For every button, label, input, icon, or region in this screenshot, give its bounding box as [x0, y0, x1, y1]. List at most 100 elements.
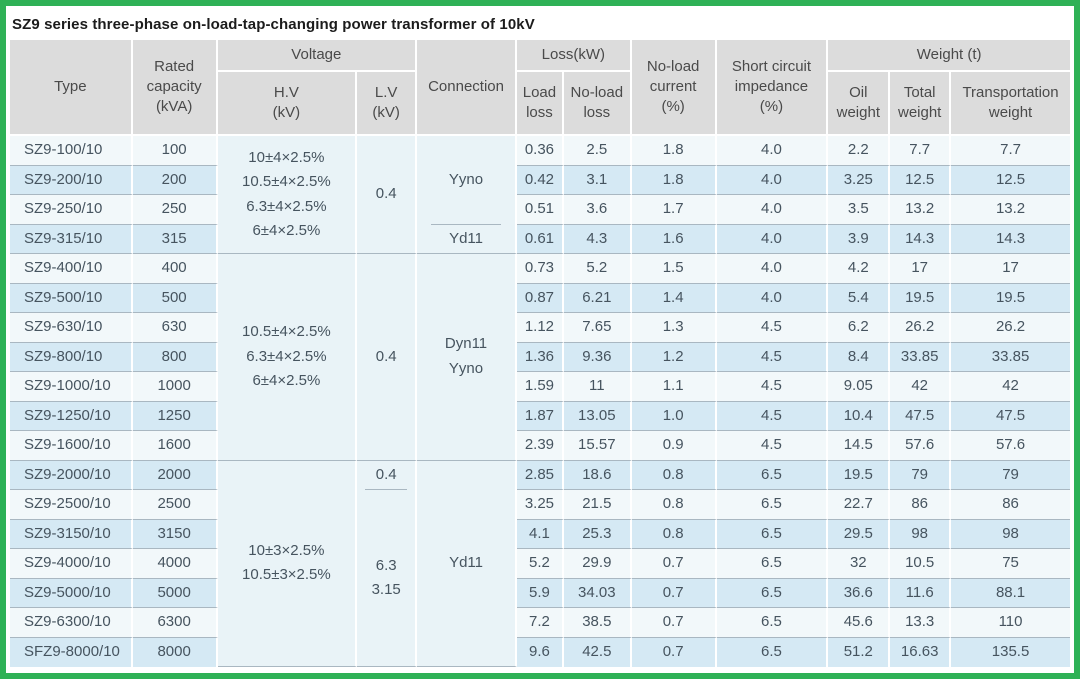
oil-weight-cell: 6.2: [828, 313, 891, 343]
no-load-current-cell: 0.9: [631, 431, 717, 461]
short-circuit-impedance-cell: 4.0: [716, 254, 829, 284]
short-circuit-impedance-cell: 4.5: [716, 431, 829, 461]
oil-weight-cell: 14.5: [828, 431, 891, 461]
rated-capacity-cell: 2000: [132, 460, 218, 490]
table-row: SZ9-1000/10 1000 1.59 11 1.1 4.5 9.05 42 42: [10, 372, 1070, 402]
load-loss-cell: 7.2: [516, 608, 564, 638]
load-loss-cell: 2.39: [516, 431, 564, 461]
rated-capacity-cell: 200: [132, 165, 218, 195]
transportation-weight-cell: 110: [951, 608, 1070, 638]
total-weight-cell: 17: [890, 254, 952, 284]
oil-weight-cell: 36.6: [828, 578, 891, 608]
rated-capacity-cell: 1600: [132, 431, 218, 461]
transportation-weight-cell: 26.2: [951, 313, 1070, 343]
no-load-loss-cell: 5.2: [563, 254, 632, 284]
total-weight-cell: 19.5: [890, 283, 952, 313]
no-load-current-cell: 1.8: [631, 136, 717, 166]
no-load-loss-cell: 2.5: [563, 136, 632, 166]
transportation-weight-cell: 57.6: [951, 431, 1070, 461]
short-circuit-impedance-cell: 6.5: [716, 490, 829, 520]
no-load-loss-cell: 3.1: [563, 165, 632, 195]
no-load-current-cell: 1.0: [631, 401, 717, 431]
lv-merged-cell: 0.4: [357, 460, 418, 490]
no-load-loss-cell: 29.9: [563, 549, 632, 579]
total-weight-cell: 16.63: [890, 637, 952, 667]
type-cell: SZ9-100/10: [10, 136, 133, 166]
load-loss-cell: 3.25: [516, 490, 564, 520]
total-weight-cell: 10.5: [890, 549, 952, 579]
transportation-weight-cell: 75: [951, 549, 1070, 579]
col-header-type: Type: [10, 40, 133, 136]
header-group-row: Type Rated capacity (kVA) Voltage Connec…: [10, 40, 1070, 136]
load-loss-cell: 9.6: [516, 637, 564, 667]
no-load-loss-cell: 34.03: [563, 578, 632, 608]
table-row: SFZ9-8000/10 8000 9.6 42.5 0.7 6.5 51.2 16.63 13…: [10, 637, 1070, 667]
lv-merged-cell: 6.3 3.15: [357, 490, 418, 667]
connection-merged-cell: Yyno: [417, 136, 517, 225]
oil-weight-cell: 3.5: [828, 195, 891, 225]
no-load-current-cell: 1.4: [631, 283, 717, 313]
short-circuit-impedance-cell: 4.0: [716, 283, 829, 313]
no-load-current-cell: 0.7: [631, 608, 717, 638]
oil-weight-cell: 2.2: [828, 136, 891, 166]
col-header-hv: H.V (kV): [217, 72, 358, 136]
rated-capacity-cell: 1000: [132, 372, 218, 402]
oil-weight-cell: 3.25: [828, 165, 891, 195]
short-circuit-impedance-cell: 6.5: [716, 608, 829, 638]
no-load-current-cell: 0.8: [631, 519, 717, 549]
rated-capacity-cell: 8000: [132, 637, 218, 667]
short-circuit-impedance-cell: 4.0: [716, 195, 829, 225]
transportation-weight-cell: 19.5: [951, 283, 1070, 313]
col-group-loss: Loss(kW): [516, 40, 632, 72]
col-header-connection: Connection: [417, 40, 517, 136]
oil-weight-cell: 19.5: [828, 460, 891, 490]
type-cell: SZ9-1000/10: [10, 372, 133, 402]
rated-capacity-cell: 6300: [132, 608, 218, 638]
load-loss-cell: 5.2: [516, 549, 564, 579]
load-loss-cell: 1.12: [516, 313, 564, 343]
rated-capacity-cell: 315: [132, 224, 218, 254]
total-weight-cell: 26.2: [890, 313, 952, 343]
table-header: Type Rated capacity (kVA) Voltage Connec…: [10, 40, 1070, 136]
rated-capacity-cell: 2500: [132, 490, 218, 520]
no-load-current-cell: 0.8: [631, 490, 717, 520]
col-group-weight: Weight (t): [828, 40, 1070, 72]
transportation-weight-cell: 13.2: [951, 195, 1070, 225]
hv-merged-cell: 10±4×2.5% 10.5±4×2.5% 6.3±4×2.5% 6±4×2.5…: [217, 136, 358, 254]
no-load-loss-cell: 13.05: [563, 401, 632, 431]
table-row: SZ9-800/10 800 1.36 9.36 1.2 4.5 8.4 33.85 33.85: [10, 342, 1070, 372]
table-row: SZ9-500/10 500 0.87 6.21 1.4 4.0 5.4 19.5 19.5: [10, 283, 1070, 313]
type-cell: SZ9-3150/10: [10, 519, 133, 549]
short-circuit-impedance-cell: 6.5: [716, 578, 829, 608]
rated-capacity-cell: 100: [132, 136, 218, 166]
total-weight-cell: 7.7: [890, 136, 952, 166]
total-weight-cell: 11.6: [890, 578, 952, 608]
transportation-weight-cell: 42: [951, 372, 1070, 402]
transportation-weight-cell: 79: [951, 460, 1070, 490]
rated-capacity-cell: 630: [132, 313, 218, 343]
load-loss-cell: 4.1: [516, 519, 564, 549]
oil-weight-cell: 51.2: [828, 637, 891, 667]
oil-weight-cell: 4.2: [828, 254, 891, 284]
type-cell: SZ9-630/10: [10, 313, 133, 343]
no-load-current-cell: 1.2: [631, 342, 717, 372]
col-header-oil-weight: Oil weight: [828, 72, 891, 136]
oil-weight-cell: 8.4: [828, 342, 891, 372]
short-circuit-impedance-cell: 4.5: [716, 401, 829, 431]
type-cell: SZ9-2000/10: [10, 460, 133, 490]
connection-merged-cell: Yd11: [417, 224, 517, 254]
col-group-voltage: Voltage: [217, 40, 418, 72]
no-load-current-cell: 1.3: [631, 313, 717, 343]
page-title: SZ9 series three-phase on-load-tap-chang…: [12, 16, 535, 33]
load-loss-cell: 0.42: [516, 165, 564, 195]
total-weight-cell: 98: [890, 519, 952, 549]
type-cell: SZ9-4000/10: [10, 549, 133, 579]
table-row: SZ9-1250/10 1250 1.87 13.05 1.0 4.5 10.4 47.5 47…: [10, 401, 1070, 431]
no-load-loss-cell: 3.6: [563, 195, 632, 225]
rated-capacity-cell: 1250: [132, 401, 218, 431]
type-cell: SZ9-6300/10: [10, 608, 133, 638]
col-header-transportation-weight: Transportation weight: [951, 72, 1070, 136]
type-cell: SFZ9-8000/10: [10, 637, 133, 667]
no-load-current-cell: 0.7: [631, 637, 717, 667]
short-circuit-impedance-cell: 4.0: [716, 224, 829, 254]
